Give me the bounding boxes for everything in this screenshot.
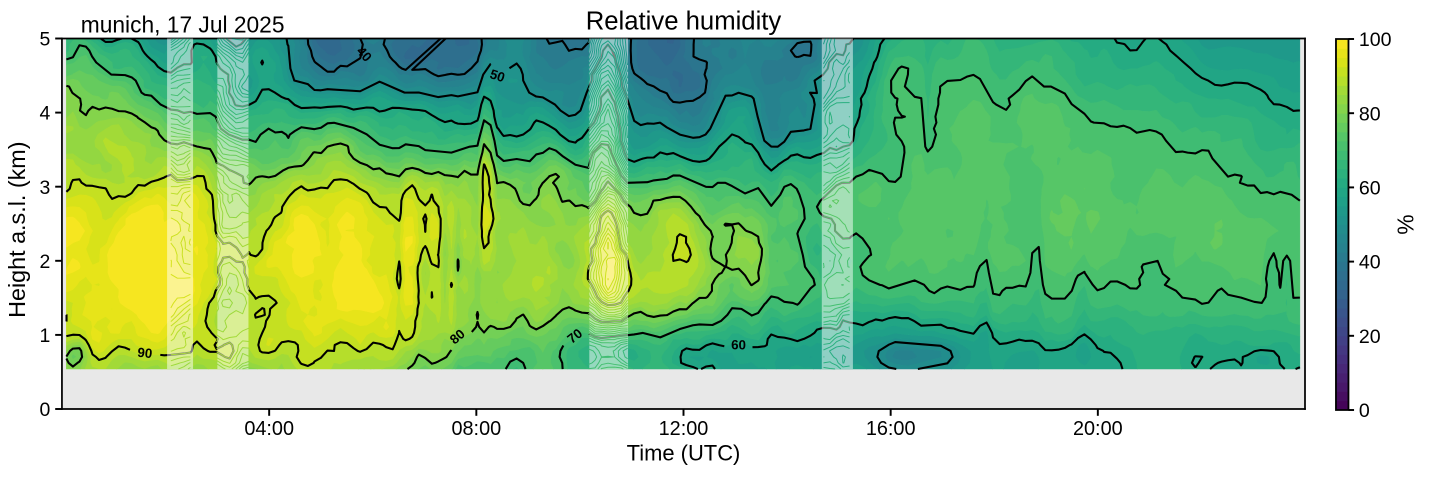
svg-text:%: %: [1393, 214, 1419, 234]
svg-text:60: 60: [731, 337, 746, 352]
svg-text:Time (UTC): Time (UTC): [627, 441, 741, 466]
svg-text:3: 3: [40, 177, 51, 199]
svg-text:40: 40: [1359, 252, 1381, 274]
svg-text:20:00: 20:00: [1073, 418, 1123, 440]
svg-text:0: 0: [1359, 400, 1370, 422]
svg-text:16:00: 16:00: [866, 418, 916, 440]
svg-text:80: 80: [447, 326, 468, 347]
svg-text:90: 90: [137, 345, 153, 362]
svg-text:12:00: 12:00: [659, 418, 709, 440]
svg-text:5: 5: [40, 29, 51, 51]
svg-text:0: 0: [40, 399, 51, 421]
svg-text:100: 100: [1359, 29, 1392, 51]
svg-text:1: 1: [40, 325, 51, 347]
svg-text:04:00: 04:00: [244, 418, 294, 440]
svg-text:20: 20: [1359, 326, 1381, 348]
svg-text:60: 60: [1359, 177, 1381, 199]
svg-text:2: 2: [40, 251, 51, 273]
svg-text:4: 4: [40, 103, 51, 125]
svg-text:80: 80: [1359, 103, 1381, 125]
svg-text:08:00: 08:00: [451, 418, 501, 440]
svg-text:Height a.s.l. (km): Height a.s.l. (km): [4, 142, 30, 318]
svg-text:Relative humidity: Relative humidity: [586, 7, 782, 35]
svg-text:70: 70: [564, 326, 585, 347]
svg-text:munich, 17 Jul 2025: munich, 17 Jul 2025: [81, 11, 285, 37]
svg-text:50: 50: [488, 66, 507, 85]
